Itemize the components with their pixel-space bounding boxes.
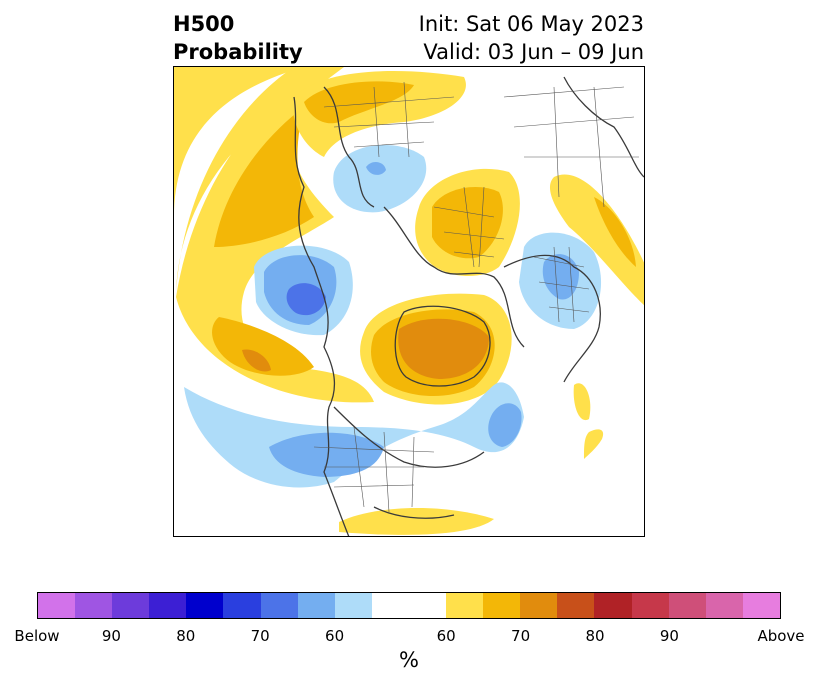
anomaly-below-70-siberia: [366, 161, 386, 175]
map-dates: Init: Sat 06 May 2023 Valid: 03 Jun – 09…: [419, 10, 644, 66]
colorbar-swatch: [149, 593, 187, 618]
anomaly-below-60-north-america: [184, 382, 524, 488]
anomaly-above-80-west: [242, 349, 271, 372]
init-date: Init: Sat 06 May 2023: [418, 12, 644, 36]
colorbar-swatch: [75, 593, 113, 618]
colorbar-swatch: [557, 593, 595, 618]
anomaly-above-70-siberia: [304, 81, 414, 124]
anomaly-below-70-north-america: [269, 432, 384, 477]
colorbar-tick-label: 60: [436, 627, 456, 645]
colorbar-swatch: [260, 593, 298, 618]
anomaly-above-70-east: [594, 197, 636, 267]
colorbar-tick-label: 80: [585, 627, 605, 645]
anomaly-below-60-siberia: [333, 145, 427, 213]
colorbar-tick-label: 70: [250, 627, 270, 645]
colorbar-swatch: [112, 593, 150, 618]
probability-colorbar: [37, 592, 781, 619]
anomaly-above-60-arc: [174, 67, 304, 217]
title-variable: H500: [173, 12, 235, 36]
map-canvas: [174, 67, 644, 536]
colorbar-swatch: [223, 593, 261, 618]
anomaly-above-60-patch-1: [573, 383, 591, 421]
anomaly-below-80-alaska: [286, 283, 326, 316]
anomaly-above-70-west: [212, 317, 314, 376]
anomaly-above-70-pacific: [214, 107, 314, 247]
colorbar-swatch: [186, 593, 224, 618]
anomaly-above-70-europe: [432, 187, 503, 259]
colorbar-tick-label: 70: [511, 627, 531, 645]
colorbar-swatch: [446, 593, 484, 618]
colorbar-tick-label: 60: [325, 627, 345, 645]
colorbar-swatch: [668, 593, 706, 618]
anomaly-below-70-atlantic: [488, 403, 522, 447]
probability-map: [173, 66, 645, 537]
colorbar-tick-label: Above: [757, 627, 805, 645]
anomaly-above-60-patch-2: [584, 429, 604, 459]
colorbar-units-label: %: [399, 648, 419, 672]
colorbar-swatch: [297, 593, 335, 618]
colorbar-swatch: [705, 593, 743, 618]
colorbar-tick-label: 90: [659, 627, 679, 645]
map-title: H500 Probability: [173, 10, 303, 66]
political-borders: [313, 81, 639, 513]
colorbar-swatch: [38, 593, 76, 618]
colorbar-swatch: [742, 593, 780, 618]
anomaly-above-80-arctic: [398, 318, 489, 379]
colorbar-tick-label: 90: [101, 627, 121, 645]
colorbar-swatch: [520, 593, 558, 618]
colorbar-swatch: [631, 593, 669, 618]
anomaly-above-60-east: [550, 174, 644, 306]
colorbar-swatch: [334, 593, 372, 618]
colorbar-swatch: [594, 593, 632, 618]
title-product: Probability: [173, 40, 303, 64]
colorbar-tick-label: Below: [14, 627, 60, 645]
colorbar-swatch: [483, 593, 521, 618]
colorbar-swatch: [371, 593, 447, 618]
valid-range: Valid: 03 Jun – 09 Jun: [423, 40, 644, 64]
colorbar-tick-label: 80: [176, 627, 196, 645]
anomaly-above-60-south: [339, 508, 494, 535]
